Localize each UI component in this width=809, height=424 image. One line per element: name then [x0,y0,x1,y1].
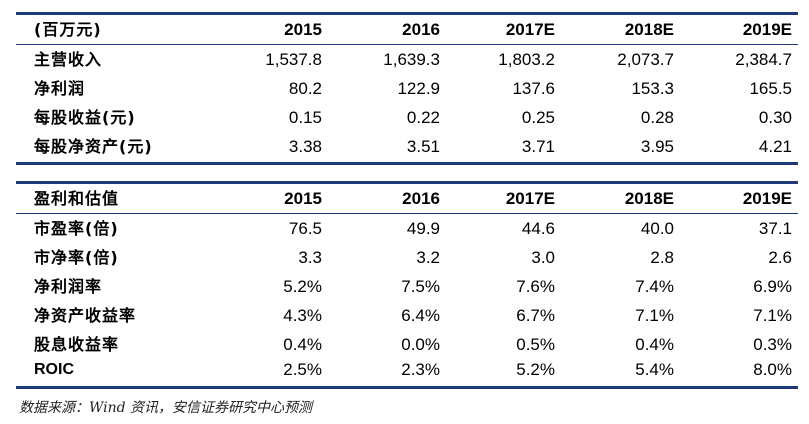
table2-top-rule [16,181,798,184]
cell-value: 153.3 [631,79,674,98]
table-row: 市净率(倍) 3.3 3.2 3.0 2.8 2.6 [16,244,798,272]
table2-header-2017e: 2017E [505,189,555,208]
table-row: 主营收入 1,537.8 1,639.3 1,803.2 2,073.7 2,3… [16,46,798,74]
table-row: ROIC 2.5% 2.3% 5.2% 5.4% 8.0% [16,356,798,384]
table-row: 每股净资产(元) 3.38 3.51 3.71 3.95 4.21 [16,133,798,161]
table2-header-rule [16,213,798,214]
cell-value: 0.25 [521,108,555,127]
row-label: 每股净资产(元) [34,137,153,156]
cell-value: 6.4% [401,306,440,325]
table-row: 净利润 80.2 122.9 137.6 153.3 165.5 [16,75,798,103]
cell-value: 6.7% [516,306,555,325]
cell-value: 5.4% [635,360,674,379]
table2-header-2016: 2016 [402,189,440,208]
cell-value: 8.0% [753,360,792,379]
cell-value: 7.1% [635,306,674,325]
table-row: 净资产收益率 4.3% 6.4% 6.7% 7.1% 7.1% [16,302,798,330]
cell-value: 3.0 [531,248,555,267]
cell-value: 3.95 [640,137,674,156]
cell-value: 0.15 [288,108,322,127]
table2-header-2018e: 2018E [624,189,674,208]
row-label: 净资产收益率 [34,306,137,325]
cell-value: 0.30 [758,108,792,127]
row-label: 净利润 [34,79,86,98]
row-label: 每股收益(元) [34,108,136,127]
cell-value: 3.3 [298,248,322,267]
cell-value: 7.5% [401,277,440,296]
cell-value: 6.9% [753,277,792,296]
table1-header-rule [16,44,798,45]
cell-value: 0.28 [640,108,674,127]
table1-header-2019e: 2019E [742,20,792,39]
cell-value: 2.5% [283,360,322,379]
cell-value: 2,384.7 [735,50,792,69]
cell-value: 76.5 [288,219,322,238]
row-label: 净利润率 [34,277,103,296]
table1-header-2017e: 2017E [505,20,555,39]
cell-value: 40.0 [640,219,674,238]
cell-value: 80.2 [288,79,322,98]
table2-header-2015: 2015 [284,189,322,208]
table1-bottom-rule [16,162,798,165]
table-row: 市盈率(倍) 76.5 49.9 44.6 40.0 37.1 [16,215,798,243]
cell-value: 3.38 [288,137,322,156]
row-label: 主营收入 [34,50,103,69]
cell-value: 1,639.3 [383,50,440,69]
row-label: 市净率(倍) [34,248,119,267]
cell-value: 49.9 [406,219,440,238]
cell-value: 2,073.7 [617,50,674,69]
cell-value: 2.6 [768,248,792,267]
table1-header-label: (百万元) [34,20,102,39]
table-row: 净利润率 5.2% 7.5% 7.6% 7.4% 6.9% [16,273,798,301]
cell-value: 122.9 [397,79,440,98]
cell-value: 0.22 [406,108,440,127]
row-label: 股息收益率 [34,335,120,354]
cell-value: 3.71 [521,137,555,156]
cell-value: 7.6% [516,277,555,296]
cell-value: 137.6 [512,79,555,98]
cell-value: 7.1% [753,306,792,325]
table2-header-label: 盈利和估值 [34,189,120,208]
table2-header-row: 盈利和估值 2015 2016 2017E 2018E 2019E [16,185,798,213]
table2-header-2019e: 2019E [742,189,792,208]
table-row: 股息收益率 0.4% 0.0% 0.5% 0.4% 0.3% [16,331,798,359]
row-label: ROIC [34,361,74,378]
cell-value: 3.51 [406,137,440,156]
row-label: 市盈率(倍) [34,219,119,238]
cell-value: 165.5 [749,79,792,98]
cell-value: 37.1 [758,219,792,238]
cell-value: 3.2 [416,248,440,267]
cell-value: 2.3% [401,360,440,379]
cell-value: 4.3% [283,306,322,325]
table2-bottom-rule [16,386,798,389]
table1-header-2015: 2015 [284,20,322,39]
source-note: 数据来源：Wind 资讯，安信证券研究中心预测 [19,400,313,416]
cell-value: 0.4% [635,335,674,354]
table1-header-2016: 2016 [402,20,440,39]
table1-top-rule [16,12,798,15]
table-row: 每股收益(元) 0.15 0.22 0.25 0.28 0.30 [16,104,798,132]
cell-value: 5.2% [516,360,555,379]
cell-value: 44.6 [521,219,555,238]
cell-value: 7.4% [635,277,674,296]
table1-header-2018e: 2018E [624,20,674,39]
cell-value: 0.4% [283,335,322,354]
cell-value: 5.2% [283,277,322,296]
cell-value: 2.8 [650,248,674,267]
cell-value: 4.21 [758,137,792,156]
cell-value: 0.3% [753,335,792,354]
table1-header-row: (百万元) 2015 2016 2017E 2018E 2019E [16,16,798,44]
cell-value: 0.0% [401,335,440,354]
cell-value: 1,803.2 [498,50,555,69]
cell-value: 0.5% [516,335,555,354]
cell-value: 1,537.8 [265,50,322,69]
